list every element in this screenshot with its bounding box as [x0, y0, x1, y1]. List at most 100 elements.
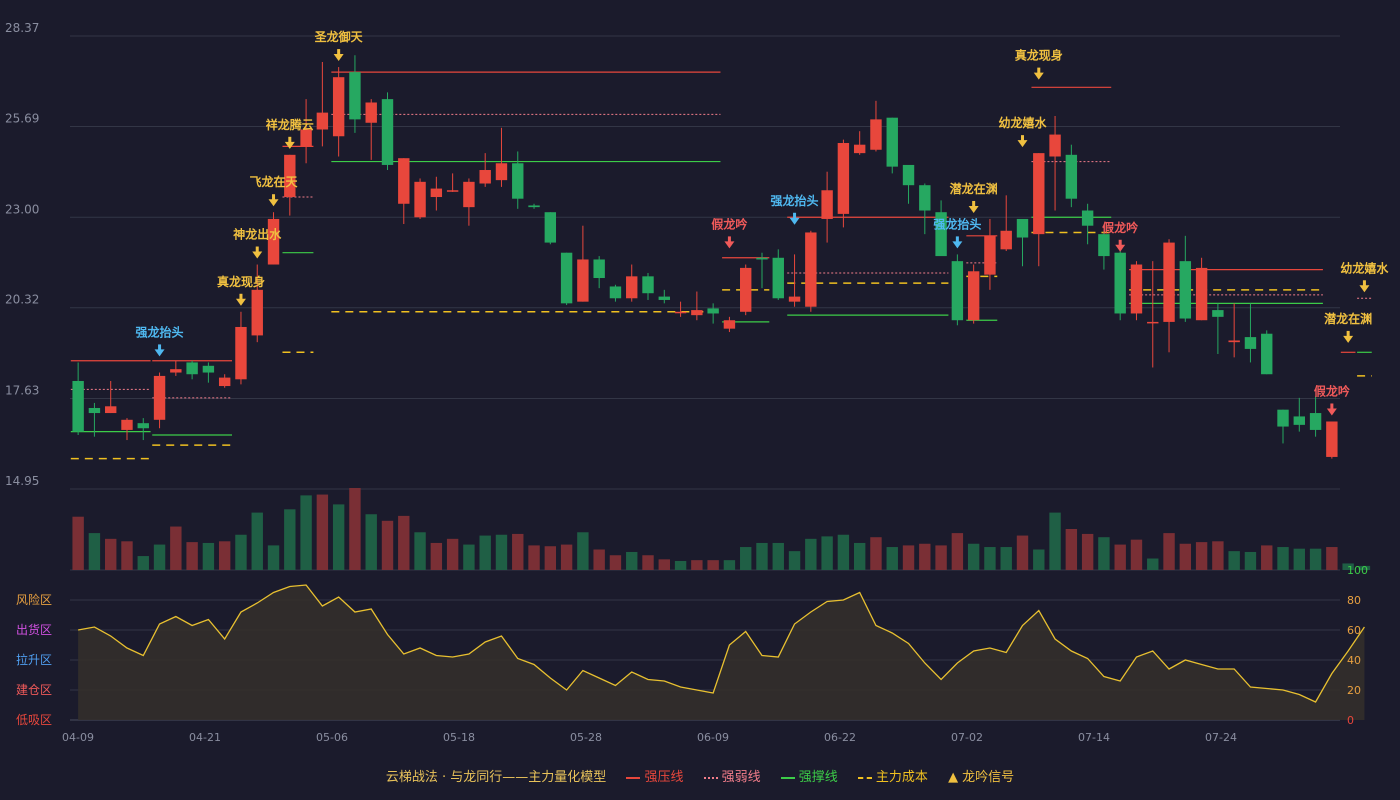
zone-label: 风险区 — [16, 592, 52, 607]
date-tick-label: 07-02 — [951, 731, 983, 744]
signal-arrow-stem — [1037, 67, 1041, 74]
legend-support-label: 强撑线 — [798, 770, 838, 785]
volume-bar — [1081, 533, 1094, 570]
volume-bar — [902, 545, 915, 570]
date-tick-label: 07-24 — [1205, 731, 1237, 744]
signal-label: 强龙抬头 — [136, 324, 184, 339]
legend-pressure: 强压线 — [626, 766, 683, 785]
signal-label: 假龙吟 — [1102, 220, 1138, 235]
signal-arrow-icon — [1343, 335, 1354, 343]
signal-arrow-icon — [789, 217, 800, 225]
volume-bar — [186, 542, 198, 570]
osc-tick-label: 20 — [1347, 684, 1361, 697]
signal-arrow-icon — [968, 205, 979, 213]
candle-body — [284, 154, 296, 198]
candle-body — [723, 320, 736, 329]
volume-bar — [1163, 533, 1175, 570]
volume-bar — [1212, 541, 1224, 570]
date-tick-label: 06-09 — [697, 731, 729, 744]
legend-title: 云梯战法 · 与龙同行——主力量化模型 — [385, 770, 607, 785]
price-tick-label: 20.32 — [5, 293, 39, 307]
signal-arrow-stem — [955, 236, 959, 243]
volume-bar — [870, 537, 882, 570]
candle-body — [1326, 421, 1338, 457]
zone-label: 建仓区 — [16, 683, 52, 697]
volume-bar — [349, 488, 361, 570]
volume-bar — [88, 533, 101, 570]
candle-body — [544, 212, 557, 243]
signal-label: 神龙出水 — [233, 227, 282, 242]
candle-body — [267, 218, 280, 265]
volume-bar — [137, 556, 149, 570]
legend-signal-label: 龙吟信号 — [962, 770, 1015, 785]
price-tick-label: 25.69 — [5, 111, 39, 125]
candlesticks — [72, 55, 1338, 459]
date-tick-label: 04-09 — [62, 731, 94, 744]
candle-body — [902, 164, 915, 186]
volume-bar — [658, 559, 670, 570]
date-tick-label: 07-14 — [1078, 731, 1110, 744]
candle-body — [919, 185, 931, 211]
volume-bar — [414, 532, 426, 570]
price-tick-label: 14.95 — [5, 474, 39, 488]
signal-arrow-icon — [1017, 140, 1028, 148]
volume-bar — [577, 532, 589, 570]
oscillator-line — [78, 584, 1365, 703]
volume-bar — [1049, 512, 1061, 570]
volume-bar — [1309, 548, 1322, 570]
volume-bar — [967, 543, 980, 570]
volume-bar — [723, 560, 736, 570]
zone-label: 拉升区 — [16, 652, 52, 667]
volume-bar — [121, 541, 133, 570]
candle-body — [463, 181, 475, 208]
signal-label: 真龙现身 — [217, 274, 265, 289]
volume-bar — [1033, 549, 1045, 570]
candle-body — [137, 423, 149, 429]
signal-label: 假龙吟 — [1314, 383, 1350, 398]
candle-body — [528, 205, 540, 208]
date-tick-label: 05-18 — [443, 731, 475, 744]
price-tick-label: 23.00 — [5, 202, 39, 216]
volume-bar — [332, 504, 345, 570]
volume-bar — [235, 534, 247, 570]
candle-body — [1147, 321, 1159, 324]
date-tick-label: 06-22 — [824, 731, 856, 744]
signal-arrow-stem — [727, 236, 731, 243]
legend-weak-label: 强弱线 — [721, 770, 761, 785]
signal-arrow-stem — [1118, 239, 1122, 246]
signal-label: 幼龙嬉水 — [1340, 260, 1389, 275]
signal-arrow-stem — [972, 200, 976, 207]
candle-body — [1081, 210, 1094, 226]
candle-body — [381, 99, 394, 165]
level-lines — [70, 71, 1372, 460]
candle-body — [121, 419, 133, 430]
legend-cost-label: 主力成本 — [875, 770, 928, 785]
volume-bar — [935, 545, 947, 570]
candle-body — [870, 119, 882, 150]
candle-body — [674, 311, 687, 314]
osc-tick-label: 0 — [1347, 714, 1354, 727]
signal-arrow-icon — [284, 141, 295, 149]
volume-bar — [430, 542, 443, 570]
volume-bar — [528, 545, 540, 570]
volume-bar — [544, 546, 557, 570]
legend-pressure-label: 强压线 — [644, 770, 684, 785]
legend-signal: ▲ 龙吟信号 — [948, 766, 1014, 785]
candle-body — [1065, 154, 1078, 199]
candle-body — [153, 375, 166, 420]
candle-body — [886, 117, 898, 167]
zone-label: 出货区 — [16, 622, 52, 637]
volume-bar — [805, 538, 817, 570]
volume-bar — [1326, 547, 1338, 570]
candle-body — [186, 362, 198, 375]
volume-bar — [1000, 547, 1012, 570]
volume-bar — [1358, 565, 1371, 570]
signal-arrow-stem — [158, 344, 162, 351]
volume-bar — [1228, 551, 1240, 570]
signal-arrow-stem — [793, 212, 797, 219]
signal-arrow-icon — [252, 251, 263, 259]
candle-body — [1261, 333, 1273, 375]
volume-bar — [463, 544, 475, 570]
volume-bar — [919, 543, 931, 570]
candle-body — [560, 252, 573, 304]
